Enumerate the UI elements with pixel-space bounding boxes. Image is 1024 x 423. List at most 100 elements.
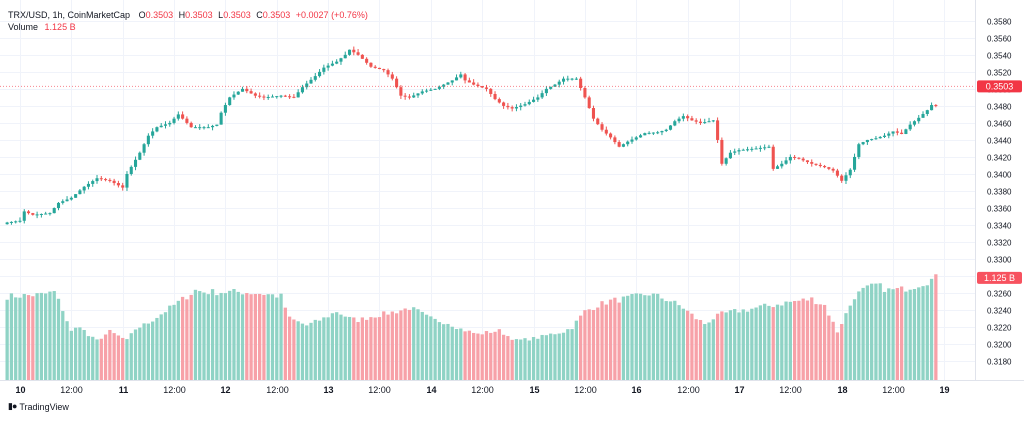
volume-bar [69,330,73,380]
candle-body [206,127,210,129]
candle [874,135,878,140]
candle-body [489,88,493,94]
candle [823,164,827,169]
candle-body [480,86,484,88]
candle [232,91,236,100]
candle-body [69,197,73,200]
price-tick-label: 0.3360 [987,205,1012,214]
candle-body [454,77,459,81]
volume-bar [690,313,694,380]
volume-bar [570,329,574,380]
candle-body [211,125,215,128]
candle-body [215,124,219,126]
candle-body [741,149,745,151]
candle-body [27,211,31,214]
candle-body [677,118,681,122]
volume-bar [668,301,673,380]
candle-body [399,87,403,96]
volume-bar [831,321,835,380]
candle-body [429,89,433,91]
volume-bar [283,307,287,380]
volume-bar [159,314,163,380]
candle-body [750,148,754,150]
candle-body [407,96,411,98]
volume-bar [163,312,168,380]
candle-body [596,118,600,125]
candle-body [716,120,720,140]
candle-body [330,63,334,66]
volume-bar [223,293,228,380]
volume-bar [643,295,647,380]
candle-body [386,70,390,75]
volume-bar [519,339,523,380]
change-value: +0.0027 (+0.76%) [295,10,368,20]
tradingview-logo[interactable]: ▮● TradingView [8,401,69,412]
volume-bar [887,288,891,380]
candle [583,86,587,99]
volume-bar [904,291,908,380]
candle-body [604,129,608,134]
candle-body [895,131,899,133]
candle-body [270,96,275,98]
candle [596,117,600,126]
volume-bar [245,293,249,380]
candle-body [437,86,441,89]
volume-bar [322,317,326,380]
candle-body [74,194,78,198]
time-tick-label: 12:00 [266,385,289,395]
candle [339,57,343,65]
candle [9,221,13,225]
candle-body [129,166,133,174]
candle-body [506,105,510,108]
candle [698,118,703,125]
candle-body [814,163,818,165]
price-axis[interactable]: 0.35800.35600.35400.35200.35000.34800.34… [987,18,1012,367]
candle-body [775,166,780,169]
candle-body [352,49,356,53]
price-tick-label: 0.3380 [987,188,1012,197]
candle-body [219,112,223,125]
time-tick-label: 12:00 [882,385,905,395]
candle-body [630,139,634,142]
candle-body [613,137,617,143]
candle [681,113,685,122]
candle [908,121,912,131]
volume-bar [189,294,193,380]
low-value: 0.3503 [223,10,251,20]
candle [694,118,698,125]
candle-body [523,104,527,106]
symbol-label[interactable]: TRX/USD, 1h, CoinMarketCap [8,10,131,20]
time-axis[interactable]: 10 12:00 11 12:00 12 12:00 13 12:00 14 12:00 15 12:… [15,385,949,395]
price-tick-label: 0.3440 [987,137,1012,146]
candle [510,105,514,112]
volume-bar [925,285,929,380]
volume-bar [450,326,454,380]
volume-bar [82,329,86,380]
candle [82,185,86,194]
volume-bar [621,296,626,380]
volume-bar [630,294,634,380]
volume-bar [424,314,429,380]
volume-value: 1.125 B [44,22,76,32]
price-tick-label: 0.3220 [987,324,1012,333]
volume-bar [566,329,570,380]
candle-body [163,124,168,126]
candle [223,102,227,116]
candle [840,174,844,183]
volume-bar [763,303,767,380]
volume-bar [459,328,463,380]
volume-bar [895,288,899,380]
candle [176,111,180,121]
candle [69,196,73,201]
volume-bar [339,314,343,380]
volume-bar [317,320,322,380]
volume-bar [176,300,180,380]
candle-body [754,148,758,150]
volume-bar [95,339,99,380]
candle-body [510,107,514,109]
volume-label[interactable]: Volume [8,22,39,32]
volume-bar [852,299,857,380]
candle [737,148,741,155]
